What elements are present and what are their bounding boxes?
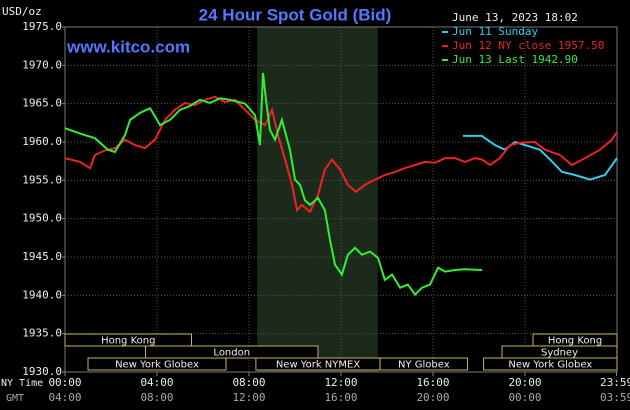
x2-tick-label: 03:59 xyxy=(600,391,630,404)
price-line xyxy=(462,134,618,181)
chart-title: 24 Hour Spot Gold (Bid) xyxy=(199,5,392,24)
timestamp: June 13, 2023 18:02 xyxy=(452,11,578,24)
x2-tick-label: 08:00 xyxy=(140,391,173,404)
legend-label: Jun 12 NY close 1957.50 xyxy=(452,39,604,52)
x2-tick-label: 12:00 xyxy=(232,391,265,404)
session-label: New York NYMEX xyxy=(276,360,361,371)
session-label: London xyxy=(213,348,250,359)
x-axis-label: NY Time xyxy=(1,378,43,389)
y-tick-label: 1935.0 xyxy=(22,327,62,340)
session-bar xyxy=(87,357,227,371)
y-tick-label: 1930.0 xyxy=(22,365,62,378)
session-label: Hong Kong xyxy=(548,336,602,347)
price-line xyxy=(64,95,618,214)
y-tick-label: 1950.0 xyxy=(22,212,62,225)
session-bar xyxy=(64,333,192,347)
session-bar xyxy=(379,357,469,371)
watermark: www.kitco.com xyxy=(66,37,190,56)
plot-frame xyxy=(64,26,618,373)
x2-tick-label: 04:00 xyxy=(48,391,81,404)
x-tick-label: 08:00 xyxy=(232,376,265,389)
y-tick-label: 1940.0 xyxy=(22,288,62,301)
legend-label: Jun 13 Last 1942.90 xyxy=(452,53,578,66)
y-tick-label: 1965.0 xyxy=(22,97,62,110)
x-tick-label: 00:00 xyxy=(48,376,81,389)
session-label: New York Globex xyxy=(508,360,592,371)
x-tick-label: 20:00 xyxy=(508,376,541,389)
price-line xyxy=(64,72,483,297)
session-label: Hong Kong xyxy=(101,336,155,347)
y-tick-label: 1955.0 xyxy=(22,173,62,186)
x-tick-label: 04:00 xyxy=(140,376,173,389)
session-label: New York Globex xyxy=(115,360,199,371)
y-tick-label: 1970.0 xyxy=(22,58,62,71)
x-tick-label: 23:59 xyxy=(600,376,630,389)
x2-axis-label: GMT xyxy=(6,393,24,404)
x2-tick-label: 20:00 xyxy=(416,391,449,404)
y-tick-label: 1975.0 xyxy=(22,20,62,33)
session-bar xyxy=(145,345,319,359)
x2-tick-label: 00:00 xyxy=(508,391,541,404)
legend-label: Jun 11 Sunday xyxy=(452,25,538,38)
session-bar xyxy=(483,357,618,371)
y-tick-label: 1945.0 xyxy=(22,250,62,263)
x-tick-label: 16:00 xyxy=(416,376,449,389)
session-label: NY Globex xyxy=(398,360,450,371)
x-tick-label: 12:00 xyxy=(324,376,357,389)
x2-tick-label: 16:00 xyxy=(324,391,357,404)
y-axis-label: USD/oz xyxy=(2,5,42,18)
y-tick-label: 1960.0 xyxy=(22,135,62,148)
session-label: Sydney xyxy=(541,348,578,359)
